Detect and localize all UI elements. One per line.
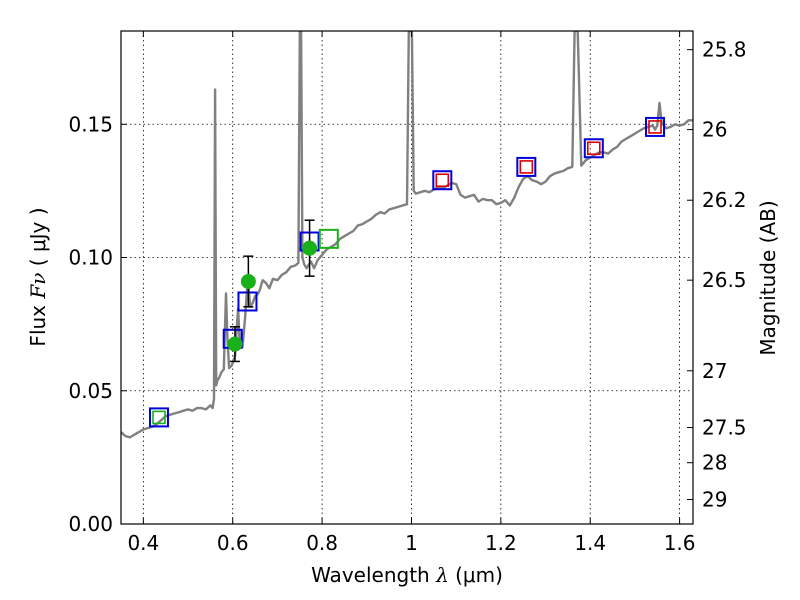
mag-tick-label: 29 <box>702 487 727 511</box>
x-tick-label: 1.6 <box>664 531 696 555</box>
inner-square-marker <box>318 228 339 249</box>
model-spectrum-line <box>121 31 693 439</box>
x-tick-label: 0.4 <box>127 531 159 555</box>
model-photometry-square <box>237 291 258 312</box>
model-photometry-square <box>432 170 453 191</box>
model-photometry-square <box>583 138 604 159</box>
observed-point <box>302 240 318 256</box>
x-tick-label: 0.8 <box>306 531 338 555</box>
mag-tick-label: 25.8 <box>702 38 747 62</box>
inner-square-marker <box>648 120 662 134</box>
mag-tick-label: 26 <box>702 118 727 142</box>
inner-square-marker <box>586 141 601 156</box>
observed-point <box>227 336 243 352</box>
inner-square-marker <box>435 173 450 188</box>
mag-tick-label: 27 <box>702 359 727 383</box>
mag-tick-label: 26.5 <box>702 268 747 292</box>
inner-square-marker <box>519 160 534 174</box>
observed-point <box>240 273 256 289</box>
right-axis-label: Magnitude (AB) <box>756 200 780 355</box>
y-tick-label: 0.05 <box>68 379 113 403</box>
y-tick-label: 0.10 <box>68 246 113 270</box>
x-axis-label: Wavelength λ (μm) <box>311 563 503 587</box>
mag-tick-label: 28 <box>702 451 727 475</box>
plot-area <box>121 31 693 439</box>
y-tick-label: 0.00 <box>68 512 113 536</box>
y-tick-label: 0.15 <box>68 112 113 136</box>
model-photometry-square <box>148 407 169 428</box>
plot-frame <box>120 30 694 525</box>
axis-ticks: 0.4 0.6 0.8 1 1.2 1.4 1.6 0.00 0.05 0.10 0.15 25.8 2… <box>68 31 747 555</box>
model-photometry-square <box>516 156 537 177</box>
y-axis-label: Flux Fν ( μJy ) <box>26 207 50 346</box>
mag-tick-label: 26.2 <box>702 188 747 212</box>
x-tick-label: 1 <box>405 531 418 555</box>
inner-square-marker <box>152 410 166 425</box>
x-tick-label: 1.4 <box>574 531 606 555</box>
x-tick-label: 0.6 <box>217 531 249 555</box>
x-tick-label: 1.2 <box>485 531 517 555</box>
model-photometry-square <box>645 116 666 137</box>
mag-tick-label: 27.5 <box>702 416 747 440</box>
